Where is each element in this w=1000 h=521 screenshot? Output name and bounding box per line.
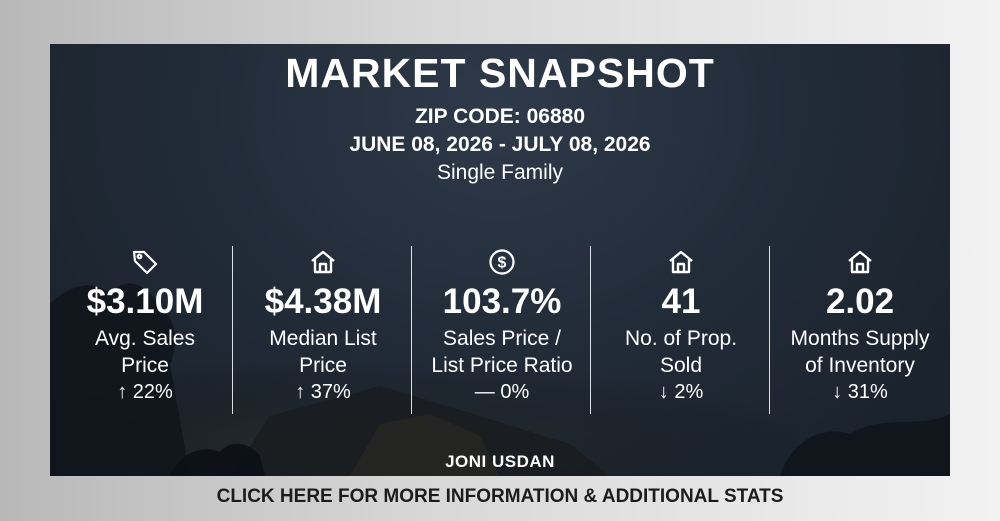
- house-icon: [848, 250, 872, 274]
- stat-change: — 0%: [474, 381, 530, 403]
- price-tag-icon: [132, 250, 158, 275]
- stat-median-list-price: $4.38M Median List Price ↑ 37%: [233, 244, 413, 419]
- stat-avg-sales-price: $3.10M Avg. Sales Price ↑ 22%: [55, 244, 235, 419]
- stat-change: ↓ 31%: [832, 381, 888, 403]
- stat-divider: [411, 246, 412, 414]
- stat-value: 2.02: [825, 282, 895, 321]
- house-icon: [669, 250, 693, 274]
- stat-change: ↑ 22%: [117, 381, 173, 403]
- more-info-link[interactable]: CLICK HERE FOR MORE INFORMATION & ADDITI…: [216, 486, 784, 507]
- page-title: MARKET SNAPSHOT: [285, 50, 715, 96]
- stat-divider: [232, 246, 233, 414]
- stat-value: 103.7%: [442, 282, 562, 321]
- zip-code: ZIP CODE: 06880: [414, 105, 586, 128]
- stat-label: Sold: [659, 354, 703, 377]
- stat-sales-list-price-ratio: $ 103.7% Sales Price / List Price Ratio …: [412, 244, 592, 419]
- svg-text:$: $: [498, 255, 507, 272]
- stat-divider: [769, 246, 770, 414]
- agent-name: JONI USDAN: [445, 452, 555, 471]
- stat-label: No. of Prop.: [624, 327, 738, 350]
- stat-months-supply: 2.02 Months Supply of Inventory ↓ 31%: [770, 244, 950, 419]
- stat-label: Sales Price /: [443, 327, 561, 350]
- stat-change: ↑ 37%: [295, 381, 351, 403]
- background-night-house-image: [50, 283, 950, 476]
- stat-label: Median List: [269, 327, 377, 350]
- date-range: JUNE 08, 2026 - JULY 08, 2026: [349, 133, 651, 156]
- market-snapshot-card: MARKET SNAPSHOT ZIP CODE: 06880 JUNE 08,…: [50, 44, 950, 476]
- house-icon: [311, 250, 335, 274]
- stat-properties-sold: 41 No. of Prop. Sold ↓ 2%: [591, 244, 771, 419]
- stat-value: $4.38M: [264, 282, 382, 321]
- property-type: Single Family: [436, 161, 564, 184]
- stat-label: Price: [121, 354, 169, 377]
- stat-value: $3.10M: [86, 282, 204, 321]
- stat-divider: [590, 246, 591, 414]
- stat-label: Avg. Sales: [94, 327, 195, 350]
- stat-label: List Price Ratio: [431, 354, 573, 377]
- stat-value: 41: [661, 282, 701, 321]
- stat-label: of Inventory: [805, 354, 915, 377]
- stat-label: Price: [299, 354, 347, 377]
- dollar-circle-icon: $: [489, 249, 515, 275]
- stat-label: Months Supply: [790, 327, 930, 350]
- stat-change: ↓ 2%: [658, 381, 704, 403]
